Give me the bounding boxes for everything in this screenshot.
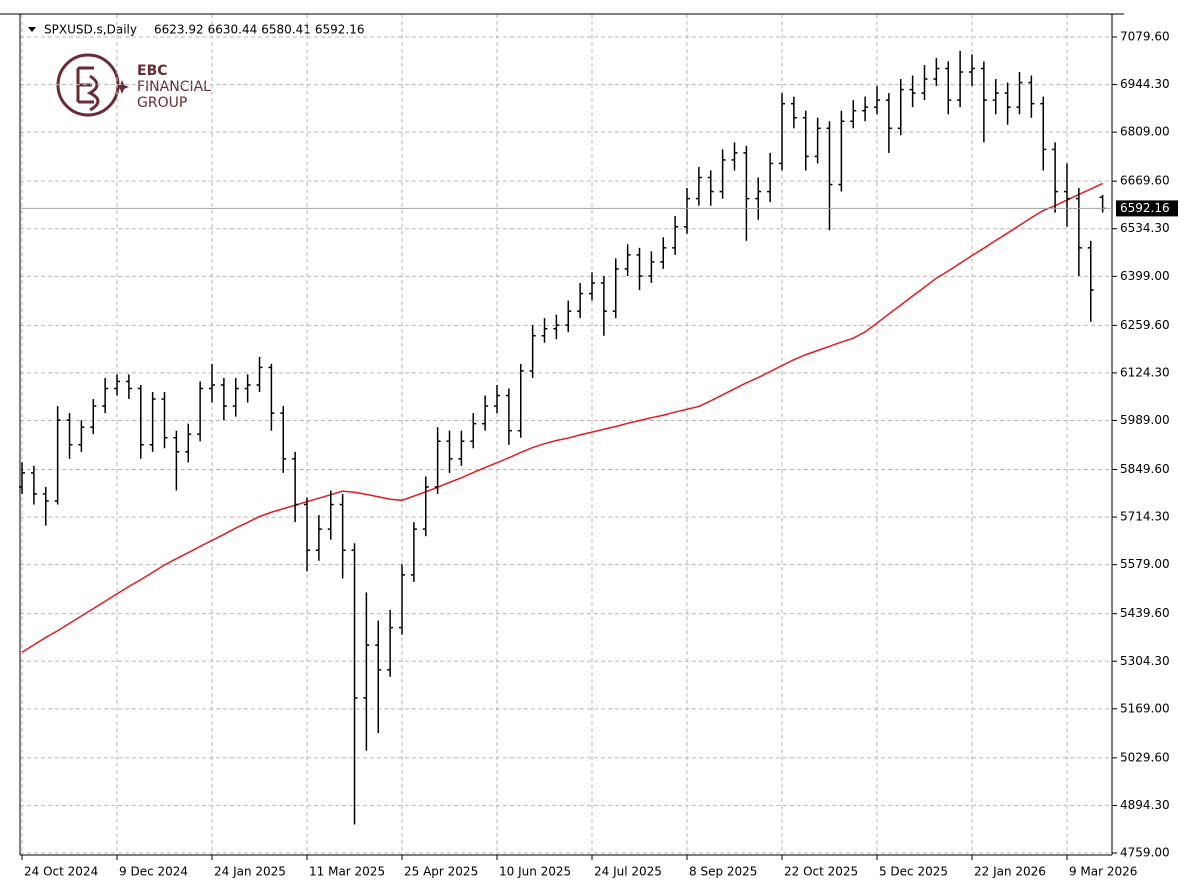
x-tick-label: 24 Jan 2025 xyxy=(214,865,286,879)
last-price-box xyxy=(1116,200,1178,217)
header-value: 6592.16 xyxy=(315,23,365,37)
header-value: 6630.44 xyxy=(208,23,258,37)
y-tick-label: 4894.30 xyxy=(1120,798,1170,812)
x-tick-label: 9 Mar 2026 xyxy=(1069,865,1137,879)
y-tick-label: 6124.30 xyxy=(1120,365,1170,379)
y-tick-label: 5439.60 xyxy=(1120,606,1170,620)
y-tick-label: 5169.00 xyxy=(1120,701,1170,715)
header-value: 6580.41 xyxy=(261,23,311,37)
x-tick-label: 9 Dec 2024 xyxy=(119,865,188,879)
last-price-label: 6592.16 xyxy=(1120,201,1170,215)
y-tick-label: 4759.00 xyxy=(1120,845,1170,859)
x-tick-label: 22 Oct 2025 xyxy=(784,865,858,879)
x-tick-label: 10 Jun 2025 xyxy=(499,865,571,879)
y-tick-label: 5989.00 xyxy=(1120,413,1170,427)
y-tick-label: 6534.30 xyxy=(1120,221,1170,235)
logo-text: FINANCIAL xyxy=(137,79,211,95)
x-tick-label: 24 Oct 2024 xyxy=(24,865,98,879)
y-tick-label: 5304.30 xyxy=(1120,654,1170,668)
dropdown-arrow[interactable] xyxy=(28,27,36,32)
y-tick-label: 6669.60 xyxy=(1120,174,1170,188)
y-tick-label: 6259.60 xyxy=(1120,318,1170,332)
x-tick-label: 24 Jul 2025 xyxy=(594,865,662,879)
x-tick-label: 11 Mar 2025 xyxy=(309,865,385,879)
y-tick-label: 6944.30 xyxy=(1120,77,1170,91)
logo-text: EBC xyxy=(137,63,168,79)
x-tick-label: 8 Sep 2025 xyxy=(689,865,757,879)
y-tick-label: 5029.60 xyxy=(1120,750,1170,764)
moving-average xyxy=(21,182,1103,653)
x-tick-label: 25 Apr 2025 xyxy=(404,865,478,879)
x-tick-label: 22 Jan 2026 xyxy=(974,865,1046,879)
y-tick-label: 7079.60 xyxy=(1120,29,1170,43)
bars xyxy=(19,50,1106,825)
y-tick-label: 6399.00 xyxy=(1120,269,1170,283)
x-tick-label: 5 Dec 2025 xyxy=(879,865,948,879)
y-tick-label: 5849.60 xyxy=(1120,462,1170,476)
y-tick-label: 5579.00 xyxy=(1120,557,1170,571)
y-tick-label: 6809.00 xyxy=(1120,125,1170,139)
header-value: 6623.92 xyxy=(154,23,204,37)
y-tick-label: 5714.30 xyxy=(1120,510,1170,524)
logo-text: GROUP xyxy=(137,95,187,111)
chart-title: SPXUSD.s,Daily xyxy=(44,23,137,37)
logo-star xyxy=(115,80,129,94)
